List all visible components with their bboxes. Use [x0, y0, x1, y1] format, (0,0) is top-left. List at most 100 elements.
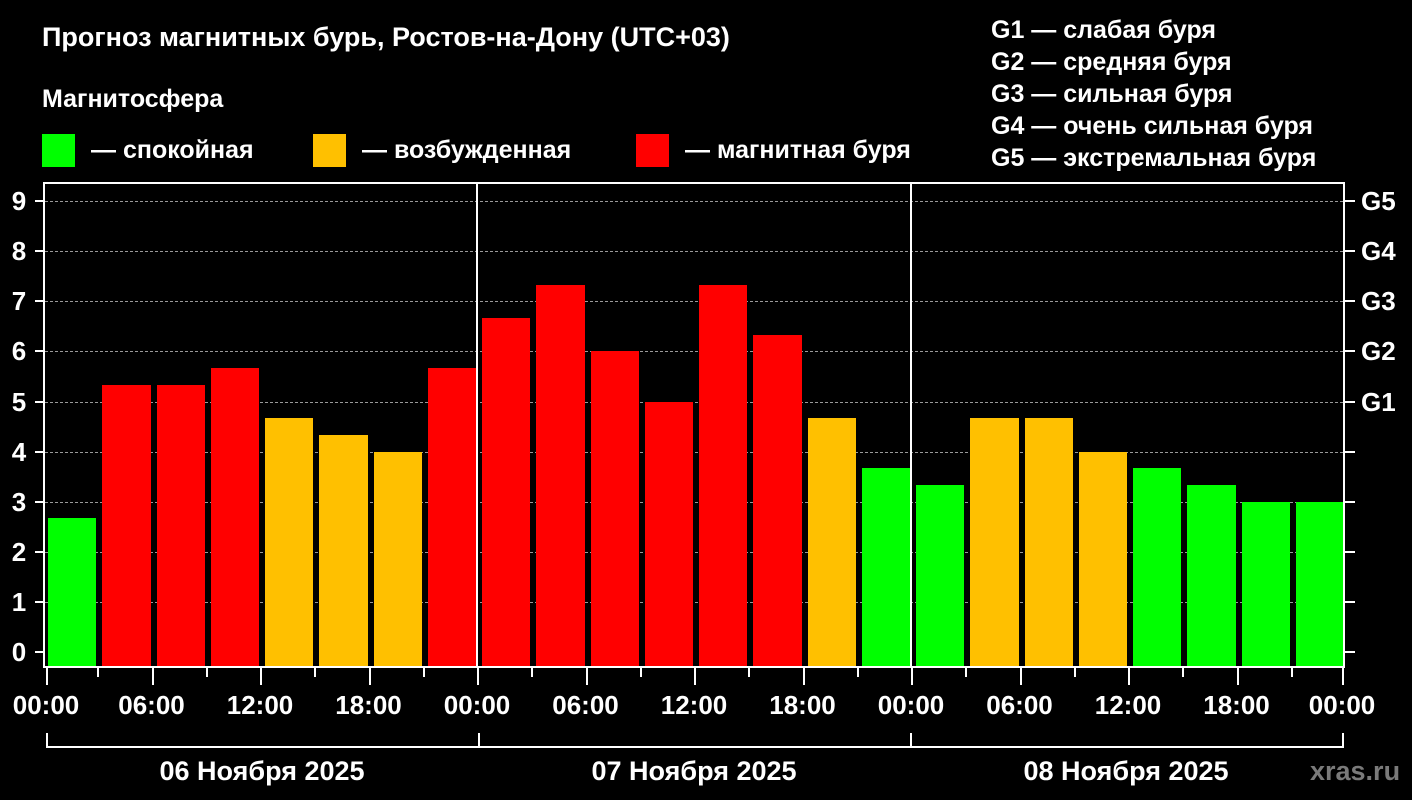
bar-storm — [156, 384, 205, 668]
g-level-label: G2 — [1361, 336, 1396, 367]
g-legend-g2: G2 — средняя буря — [991, 48, 1232, 76]
x-tick — [1128, 668, 1130, 685]
gridline — [45, 451, 1343, 453]
g-legend-g5: G5 — экстремальная буря — [991, 144, 1317, 172]
day-bracket-tick — [46, 733, 48, 748]
x-tick — [965, 668, 968, 677]
gridline — [45, 401, 1343, 403]
y-tick-left — [35, 350, 45, 353]
bar-calm — [861, 468, 910, 668]
bar-storm — [644, 401, 693, 668]
bar-calm — [1187, 485, 1236, 668]
watermark: xras.ru — [1310, 756, 1401, 786]
x-tick — [911, 668, 913, 685]
day-label: 07 Ноября 2025 — [591, 756, 797, 786]
legend-label-excited: — возбужденная — [362, 135, 572, 164]
chart-title: Прогноз магнитных бурь, Ростов-на-Дону (… — [42, 22, 730, 52]
legend-swatch-storm — [636, 133, 669, 167]
x-tick — [802, 668, 805, 685]
day-divider — [476, 182, 478, 668]
gridline — [45, 201, 1343, 203]
legend-label-calm: — спокойная — [91, 135, 254, 164]
g-legend-g4: G4 — очень сильная буря — [991, 112, 1313, 140]
x-tick — [477, 668, 479, 685]
y-tick-right — [1345, 450, 1355, 453]
x-tick — [694, 668, 696, 685]
y-tick-left — [35, 600, 45, 603]
x-tick — [1182, 668, 1185, 677]
legend-item-storm: — магнитная буря — [636, 133, 911, 167]
legend-item-calm: — спокойная — [42, 133, 254, 167]
x-tick-label: 18:00 — [769, 690, 836, 720]
day-label: 06 Ноября 2025 — [159, 756, 365, 786]
bar-storm — [482, 317, 531, 668]
y-tick-right — [1345, 500, 1355, 503]
plot-frame — [43, 182, 1345, 668]
y-tick-label: 5 — [11, 386, 27, 417]
gridline — [45, 351, 1343, 353]
x-tick-label: 12:00 — [1094, 690, 1162, 720]
y-tick-left — [35, 200, 45, 203]
legend-item-excited: — возбужденная — [313, 133, 571, 167]
x-tick-label: 00:00 — [877, 690, 945, 720]
x-tick — [46, 668, 48, 685]
bar-storm — [590, 351, 639, 668]
g-legend-g1: G1 — слабая буря — [991, 16, 1217, 44]
x-tick — [856, 668, 859, 677]
y-tick-left — [35, 550, 45, 553]
bar-excited — [373, 451, 422, 668]
bar-storm — [210, 367, 259, 668]
y-tick-label: 4 — [11, 436, 27, 467]
y-tick-right — [1345, 300, 1355, 303]
y-tick-right — [1345, 350, 1355, 353]
bar-calm — [1133, 468, 1182, 668]
gridline — [45, 601, 1343, 603]
y-tick-right — [1345, 600, 1355, 603]
bar-calm — [1295, 501, 1344, 668]
x-tick — [260, 668, 262, 685]
x-tick-label: 06:00 — [986, 690, 1053, 720]
legend-swatch-excited — [313, 133, 346, 167]
bar-storm — [753, 334, 802, 668]
x-tick-label: 18:00 — [1203, 690, 1270, 720]
bar-calm — [916, 485, 965, 668]
gridline — [45, 251, 1343, 253]
y-tick-right — [1345, 651, 1355, 653]
x-tick — [1073, 668, 1076, 677]
day-bracket-line — [46, 746, 1344, 748]
x-tick — [1342, 668, 1344, 685]
y-tick-left — [35, 250, 45, 253]
bar-excited — [807, 418, 856, 668]
y-tick-label: 1 — [11, 586, 27, 617]
day-divider — [910, 182, 912, 668]
x-tick-label: 12:00 — [226, 690, 294, 720]
legend-label-storm: — магнитная буря — [685, 135, 911, 164]
bar-excited — [970, 418, 1019, 668]
gridline — [45, 551, 1343, 553]
magnetosphere-label: Магнитосфера — [42, 85, 224, 113]
x-tick-label: 06:00 — [118, 690, 185, 720]
bar-storm — [699, 284, 748, 668]
y-tick-label: 9 — [11, 186, 27, 217]
x-tick — [531, 668, 534, 677]
bar-calm — [48, 518, 97, 668]
bar-excited — [265, 418, 314, 668]
bar-calm — [1241, 501, 1290, 668]
y-tick-left — [35, 500, 45, 503]
x-tick-label: 18:00 — [335, 690, 402, 720]
y-tick-left — [35, 450, 45, 453]
bar-excited — [1078, 451, 1127, 668]
x-tick-label: 06:00 — [552, 690, 619, 720]
x-tick — [1236, 668, 1239, 685]
x-tick-label: 00:00 — [1308, 690, 1376, 720]
bar-storm — [536, 284, 585, 668]
legend-swatch-calm — [42, 133, 75, 167]
x-tick — [368, 668, 371, 685]
x-tick-label: 12:00 — [660, 690, 728, 720]
y-tick-label: 6 — [11, 336, 27, 367]
y-tick-left — [35, 400, 45, 403]
y-tick-right — [1345, 250, 1355, 253]
y-tick-right — [1345, 400, 1355, 403]
day-bracket-tick — [1342, 733, 1344, 748]
y-tick-label: 7 — [11, 286, 27, 317]
